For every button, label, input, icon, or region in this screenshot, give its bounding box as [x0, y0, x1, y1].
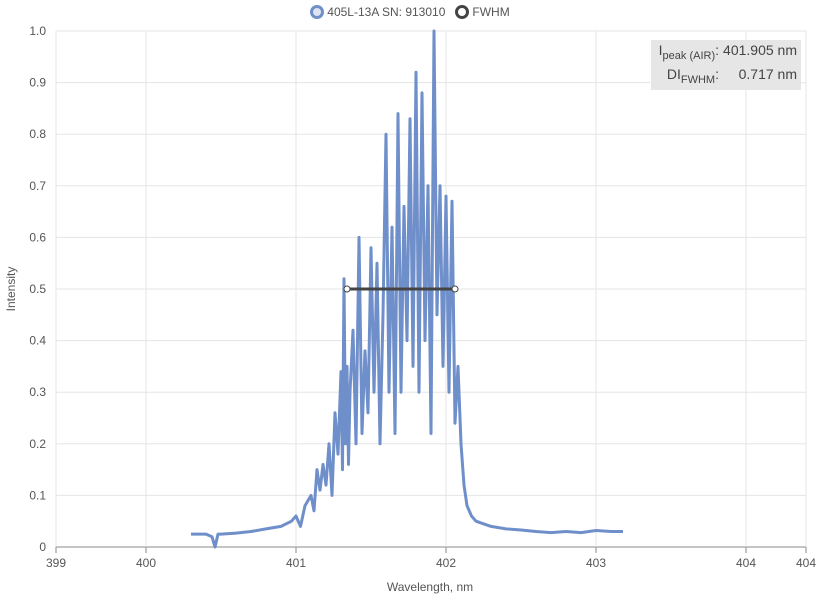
y-tick-label: 0.4 — [29, 334, 46, 348]
legend-marker-spectrum — [310, 5, 325, 19]
fwhm-endpoint — [343, 285, 351, 293]
peak-label: Ipeak (AIR): — [658, 42, 719, 62]
y-tick-label: 0.3 — [29, 385, 46, 399]
fwhm-value: 0.717 nm — [738, 66, 797, 82]
legend-label-fwhm: FWHM — [472, 5, 510, 19]
x-tick-label: 399 — [46, 556, 66, 570]
fwhm-row: DIFWHM: 0.717 nm — [651, 66, 801, 86]
x-tick-label: 402 — [436, 556, 456, 570]
peak-value: 401.905 nm — [723, 42, 797, 58]
legend: 405L-13A SN: 913010 FWHM — [0, 5, 820, 19]
fwhm-label: DIFWHM: — [666, 66, 719, 86]
x-tick-label: 403 — [586, 556, 606, 570]
x-tick-labels: 399 400 401 402 403 404 404 — [46, 556, 816, 570]
y-tick-label: 0.8 — [29, 127, 46, 141]
y-tick-label: 0.6 — [29, 230, 46, 244]
y-tick-label: 0.9 — [29, 76, 46, 90]
series-layer — [191, 29, 623, 549]
x-axis-title: Wavelength, nm — [387, 580, 473, 594]
fwhm-endpoint — [451, 285, 459, 293]
y-tick-label: 0.7 — [29, 179, 46, 193]
y-tick-labels: 0 0.1 0.2 0.3 0.4 0.5 0.6 0.7 0.8 0.9 1.0 — [29, 24, 46, 554]
legend-item-spectrum[interactable]: 405L-13A SN: 913010 — [310, 5, 445, 19]
y-tick-label: 0.1 — [29, 488, 46, 502]
peak-info-box: Ipeak (AIR): 401.905 nm DIFWHM: 0.717 nm — [651, 40, 801, 90]
legend-label-spectrum: 405L-13A SN: 913010 — [327, 5, 446, 19]
peak-row: Ipeak (AIR): 401.905 nm — [651, 42, 801, 62]
y-axis-title: Intensity — [4, 267, 18, 312]
y-tick-label: 0.2 — [29, 437, 46, 451]
spectrum-line — [191, 29, 623, 549]
x-tick-label: 400 — [136, 556, 156, 570]
x-tick-label: 401 — [286, 556, 306, 570]
y-tick-label: 1.0 — [29, 24, 46, 38]
legend-item-fwhm[interactable]: FWHM — [455, 5, 510, 19]
legend-marker-fwhm — [455, 5, 470, 19]
x-tick-label: 404 — [736, 556, 756, 570]
x-tick-label: 404 — [796, 556, 816, 570]
y-tick-label: 0.5 — [29, 282, 46, 296]
y-tick-label: 0 — [39, 540, 46, 554]
